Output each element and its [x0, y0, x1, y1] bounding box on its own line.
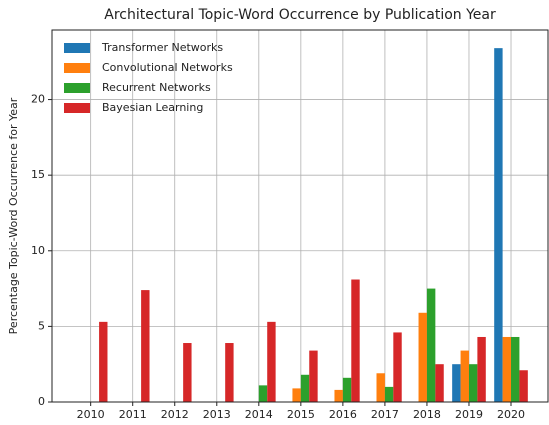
legend-swatch [64, 83, 90, 93]
bar [267, 321, 276, 402]
x-tick-label: 2012 [161, 408, 189, 421]
y-tick-label: 5 [38, 319, 45, 332]
x-tick-label: 2020 [497, 408, 525, 421]
bar [225, 343, 234, 402]
bar [452, 364, 461, 402]
bar [300, 374, 310, 402]
bar [334, 389, 343, 402]
bar [502, 336, 512, 402]
bar [511, 336, 520, 402]
bar [477, 336, 486, 402]
legend-label: Transformer Networks [101, 41, 223, 54]
y-tick-label: 0 [38, 395, 45, 408]
bar [468, 364, 478, 402]
x-tick-label: 2015 [287, 408, 315, 421]
x-tick-label: 2017 [371, 408, 399, 421]
bar [494, 48, 503, 403]
y-tick-label: 15 [31, 168, 45, 181]
legend-swatch [64, 63, 90, 73]
legend-label: Convolutional Networks [102, 61, 233, 74]
bar [258, 385, 268, 402]
bar [292, 388, 301, 402]
bar [418, 312, 427, 402]
bar [519, 370, 528, 402]
legend-swatch [64, 43, 90, 53]
x-tick-label: 2013 [203, 408, 231, 421]
x-tick-label: 2018 [413, 408, 441, 421]
bar [460, 350, 469, 402]
bar [342, 377, 352, 402]
bar [351, 279, 360, 402]
bar [393, 332, 402, 402]
bar [426, 288, 436, 402]
bar [141, 290, 150, 402]
bar [183, 343, 192, 402]
chart-title: Architectural Topic-Word Occurrence by P… [104, 7, 496, 23]
bar [384, 386, 394, 402]
bar [99, 321, 108, 402]
x-tick-label: 2010 [77, 408, 105, 421]
plot-frame [51, 29, 549, 403]
x-tick-label: 2011 [119, 408, 147, 421]
legend-swatch [64, 103, 90, 113]
x-tick-label: 2019 [455, 408, 483, 421]
y-tick-label: 10 [31, 244, 45, 257]
y-tick-label: 20 [31, 93, 45, 106]
x-tick-label: 2014 [245, 408, 273, 421]
bar [309, 350, 318, 402]
bar [376, 373, 385, 402]
y-axis-label: Percentage Topic-Word Occurrence for Yea… [7, 97, 20, 334]
x-tick-label: 2016 [329, 408, 357, 421]
legend-label: Bayesian Learning [102, 101, 203, 114]
bar [435, 364, 444, 402]
legend-label: Recurrent Networks [102, 81, 211, 94]
